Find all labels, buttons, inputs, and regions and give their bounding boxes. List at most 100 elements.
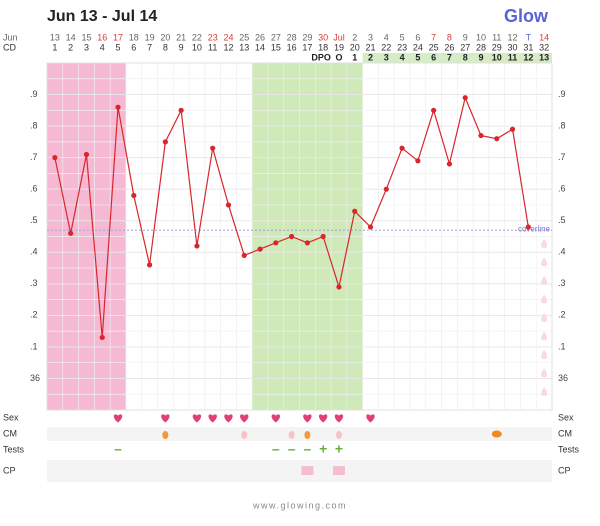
date-label: 4 bbox=[384, 32, 389, 42]
cd-label: 30 bbox=[508, 42, 518, 52]
date-label: 6 bbox=[415, 32, 420, 42]
plot-frame bbox=[46, 62, 553, 411]
sex-heart bbox=[113, 414, 123, 423]
sex-heart bbox=[334, 414, 344, 423]
row-label: CP bbox=[3, 465, 16, 475]
temperature-point bbox=[162, 139, 168, 145]
dpo-label: 2 bbox=[368, 52, 373, 62]
cd-label: 20 bbox=[350, 42, 360, 52]
date-label: 10 bbox=[476, 32, 486, 42]
y-tick-label: .1 bbox=[30, 341, 38, 351]
row-label: CD bbox=[3, 42, 16, 52]
cm-icon bbox=[241, 431, 248, 439]
row-label: Jun bbox=[3, 32, 18, 42]
test-mark: – bbox=[272, 441, 280, 457]
row-label-right: Tests bbox=[558, 444, 580, 454]
period-drop bbox=[541, 257, 548, 267]
dpo-label: 5 bbox=[415, 52, 420, 62]
temperature-point bbox=[194, 243, 200, 249]
period-drop bbox=[541, 387, 548, 396]
date-label: 16 bbox=[97, 32, 107, 42]
cd-label: 5 bbox=[116, 42, 121, 52]
temperature-point bbox=[336, 284, 342, 290]
date-label: Jul bbox=[333, 32, 345, 42]
date-label: 20 bbox=[160, 32, 170, 42]
cd-label: 11 bbox=[208, 42, 217, 52]
temperature-point bbox=[83, 151, 90, 158]
sex-heart bbox=[208, 414, 217, 423]
cd-label: 27 bbox=[460, 42, 470, 52]
y-tick-label: .3 bbox=[30, 278, 38, 288]
temperature-point bbox=[257, 246, 263, 252]
dpo-label: 11 bbox=[508, 52, 518, 62]
row-label: Sex bbox=[3, 412, 19, 422]
temperature-point bbox=[431, 107, 437, 113]
dpo-label: 10 bbox=[492, 52, 502, 62]
temperature-point bbox=[241, 252, 247, 259]
temperature-point bbox=[462, 95, 468, 101]
row-label: CM bbox=[3, 428, 17, 438]
cd-label: 19 bbox=[334, 42, 344, 52]
cd-label: 3 bbox=[84, 42, 89, 52]
y-tick-label-right: .7 bbox=[558, 152, 566, 162]
cd-label: 4 bbox=[100, 42, 105, 52]
date-label: 14 bbox=[539, 32, 549, 42]
cd-label: 10 bbox=[192, 42, 202, 52]
sex-heart bbox=[240, 414, 249, 423]
y-tick-label: .5 bbox=[30, 215, 38, 225]
temperature-point bbox=[525, 224, 531, 230]
date-label: 3 bbox=[368, 32, 373, 42]
temperature-point bbox=[99, 334, 105, 341]
cd-label: 23 bbox=[397, 42, 407, 52]
date-label: 25 bbox=[239, 32, 249, 42]
temperature-point bbox=[115, 104, 121, 110]
cd-label: 25 bbox=[429, 42, 439, 52]
test-mark: + bbox=[335, 441, 343, 457]
cd-label: 29 bbox=[492, 42, 502, 52]
cd-label: 6 bbox=[131, 42, 136, 52]
date-label: 30 bbox=[318, 32, 328, 42]
chart-title: Jun 13 - Jul 14 bbox=[47, 8, 157, 25]
dpo-label: 8 bbox=[463, 52, 468, 62]
sex-heart bbox=[318, 414, 328, 423]
dpo-label: 7 bbox=[447, 52, 452, 62]
coverline-label: coverline bbox=[518, 224, 551, 233]
y-tick-label-right: .1 bbox=[558, 341, 566, 351]
cm-icon bbox=[491, 430, 502, 438]
date-label: 5 bbox=[400, 32, 405, 42]
temperature-point bbox=[320, 233, 326, 240]
cd-label: 8 bbox=[163, 42, 168, 52]
period-drop bbox=[541, 331, 548, 341]
row-bg bbox=[47, 427, 552, 441]
sex-heart bbox=[192, 414, 202, 423]
date-label: 26 bbox=[255, 32, 265, 42]
date-label: 22 bbox=[192, 32, 202, 42]
date-label: 24 bbox=[223, 32, 233, 42]
y-tick-label: .2 bbox=[30, 310, 38, 320]
sex-heart bbox=[161, 414, 170, 423]
temperature-point bbox=[68, 230, 74, 236]
y-tick-label-right: .2 bbox=[558, 310, 566, 320]
footer: www.glowing.com bbox=[252, 500, 347, 510]
date-label: 29 bbox=[302, 32, 312, 42]
cm-icon bbox=[335, 431, 342, 439]
cp-icon bbox=[301, 466, 314, 475]
cd-label: 26 bbox=[444, 42, 454, 52]
temperature-point bbox=[352, 208, 358, 214]
cd-label: 13 bbox=[239, 42, 249, 52]
date-label: 23 bbox=[208, 32, 218, 42]
brand-logo: Glow bbox=[504, 6, 549, 26]
cp-icon bbox=[332, 466, 345, 475]
temperature-point bbox=[178, 107, 184, 113]
row-label-right: CM bbox=[558, 428, 572, 438]
temperature-point bbox=[210, 145, 216, 151]
cd-label: 1 bbox=[52, 42, 57, 52]
date-label: 19 bbox=[145, 32, 155, 42]
test-mark: + bbox=[319, 441, 327, 457]
cd-label: 15 bbox=[271, 42, 281, 52]
row-label: Tests bbox=[3, 444, 25, 454]
sex-heart bbox=[366, 414, 375, 423]
cd-label: 17 bbox=[302, 42, 312, 52]
temperature-point bbox=[399, 145, 405, 151]
